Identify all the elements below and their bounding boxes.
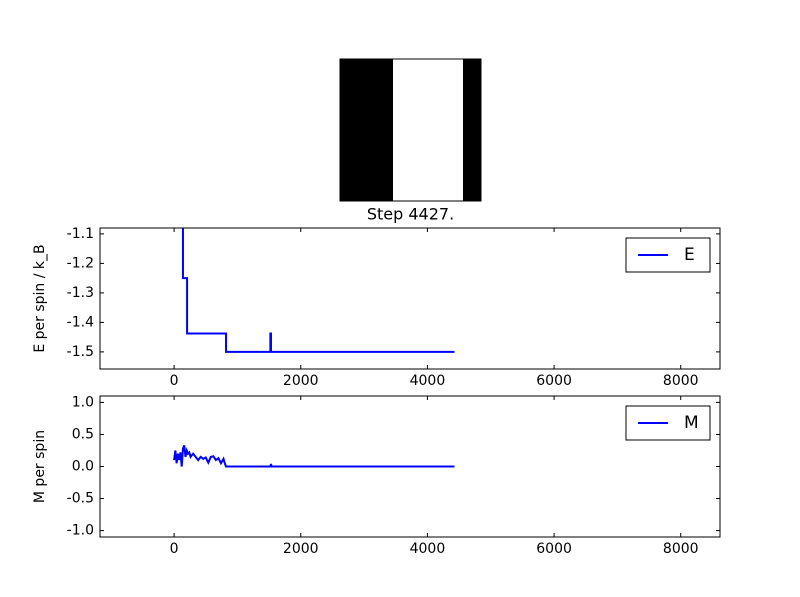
- y-tick-label: 1.0: [72, 394, 94, 410]
- y-tick-label: -1.2: [67, 255, 94, 271]
- axes-frame: [99, 395, 721, 538]
- spin-stripe: [340, 59, 393, 201]
- x-tick-label: 4000: [410, 373, 446, 389]
- spin-image: [339, 58, 482, 202]
- legend-label: E: [684, 245, 695, 265]
- y-axis-label: M per spin: [32, 430, 48, 503]
- x-tick-label: 2000: [283, 541, 319, 557]
- y-tick-label: -1.3: [67, 285, 94, 301]
- series-line: [181, 228, 455, 353]
- y-axis-label: E per spin / k_B: [32, 244, 48, 352]
- x-tick-label: 6000: [536, 373, 572, 389]
- plot-area: [100, 228, 720, 369]
- x-tick-label: 8000: [663, 373, 699, 389]
- y-tick-label: 0.0: [72, 459, 94, 475]
- y-tick-label: -0.5: [67, 491, 94, 507]
- y-tick-label: 0.5: [72, 426, 94, 442]
- y-tick-label: -1.1: [67, 226, 94, 242]
- x-tick-label: 6000: [536, 541, 572, 557]
- plot-lines: [181, 228, 455, 353]
- series-line: [173, 444, 455, 468]
- image-title: Step 4427.: [367, 205, 454, 224]
- axes-frame: [99, 227, 721, 370]
- plot-lines: [173, 444, 455, 468]
- x-tick-label: 2000: [283, 373, 319, 389]
- y-tick-label: -1.0: [67, 523, 94, 539]
- legend-label: M: [684, 413, 699, 433]
- spin-stripe: [463, 59, 481, 201]
- x-tick-label: 4000: [410, 541, 446, 557]
- x-tick-label: 8000: [663, 541, 699, 557]
- y-tick-label: -1.4: [67, 314, 94, 330]
- x-tick-label: 0: [170, 541, 179, 557]
- x-tick-label: 0: [170, 373, 179, 389]
- y-tick-label: -1.5: [67, 344, 94, 360]
